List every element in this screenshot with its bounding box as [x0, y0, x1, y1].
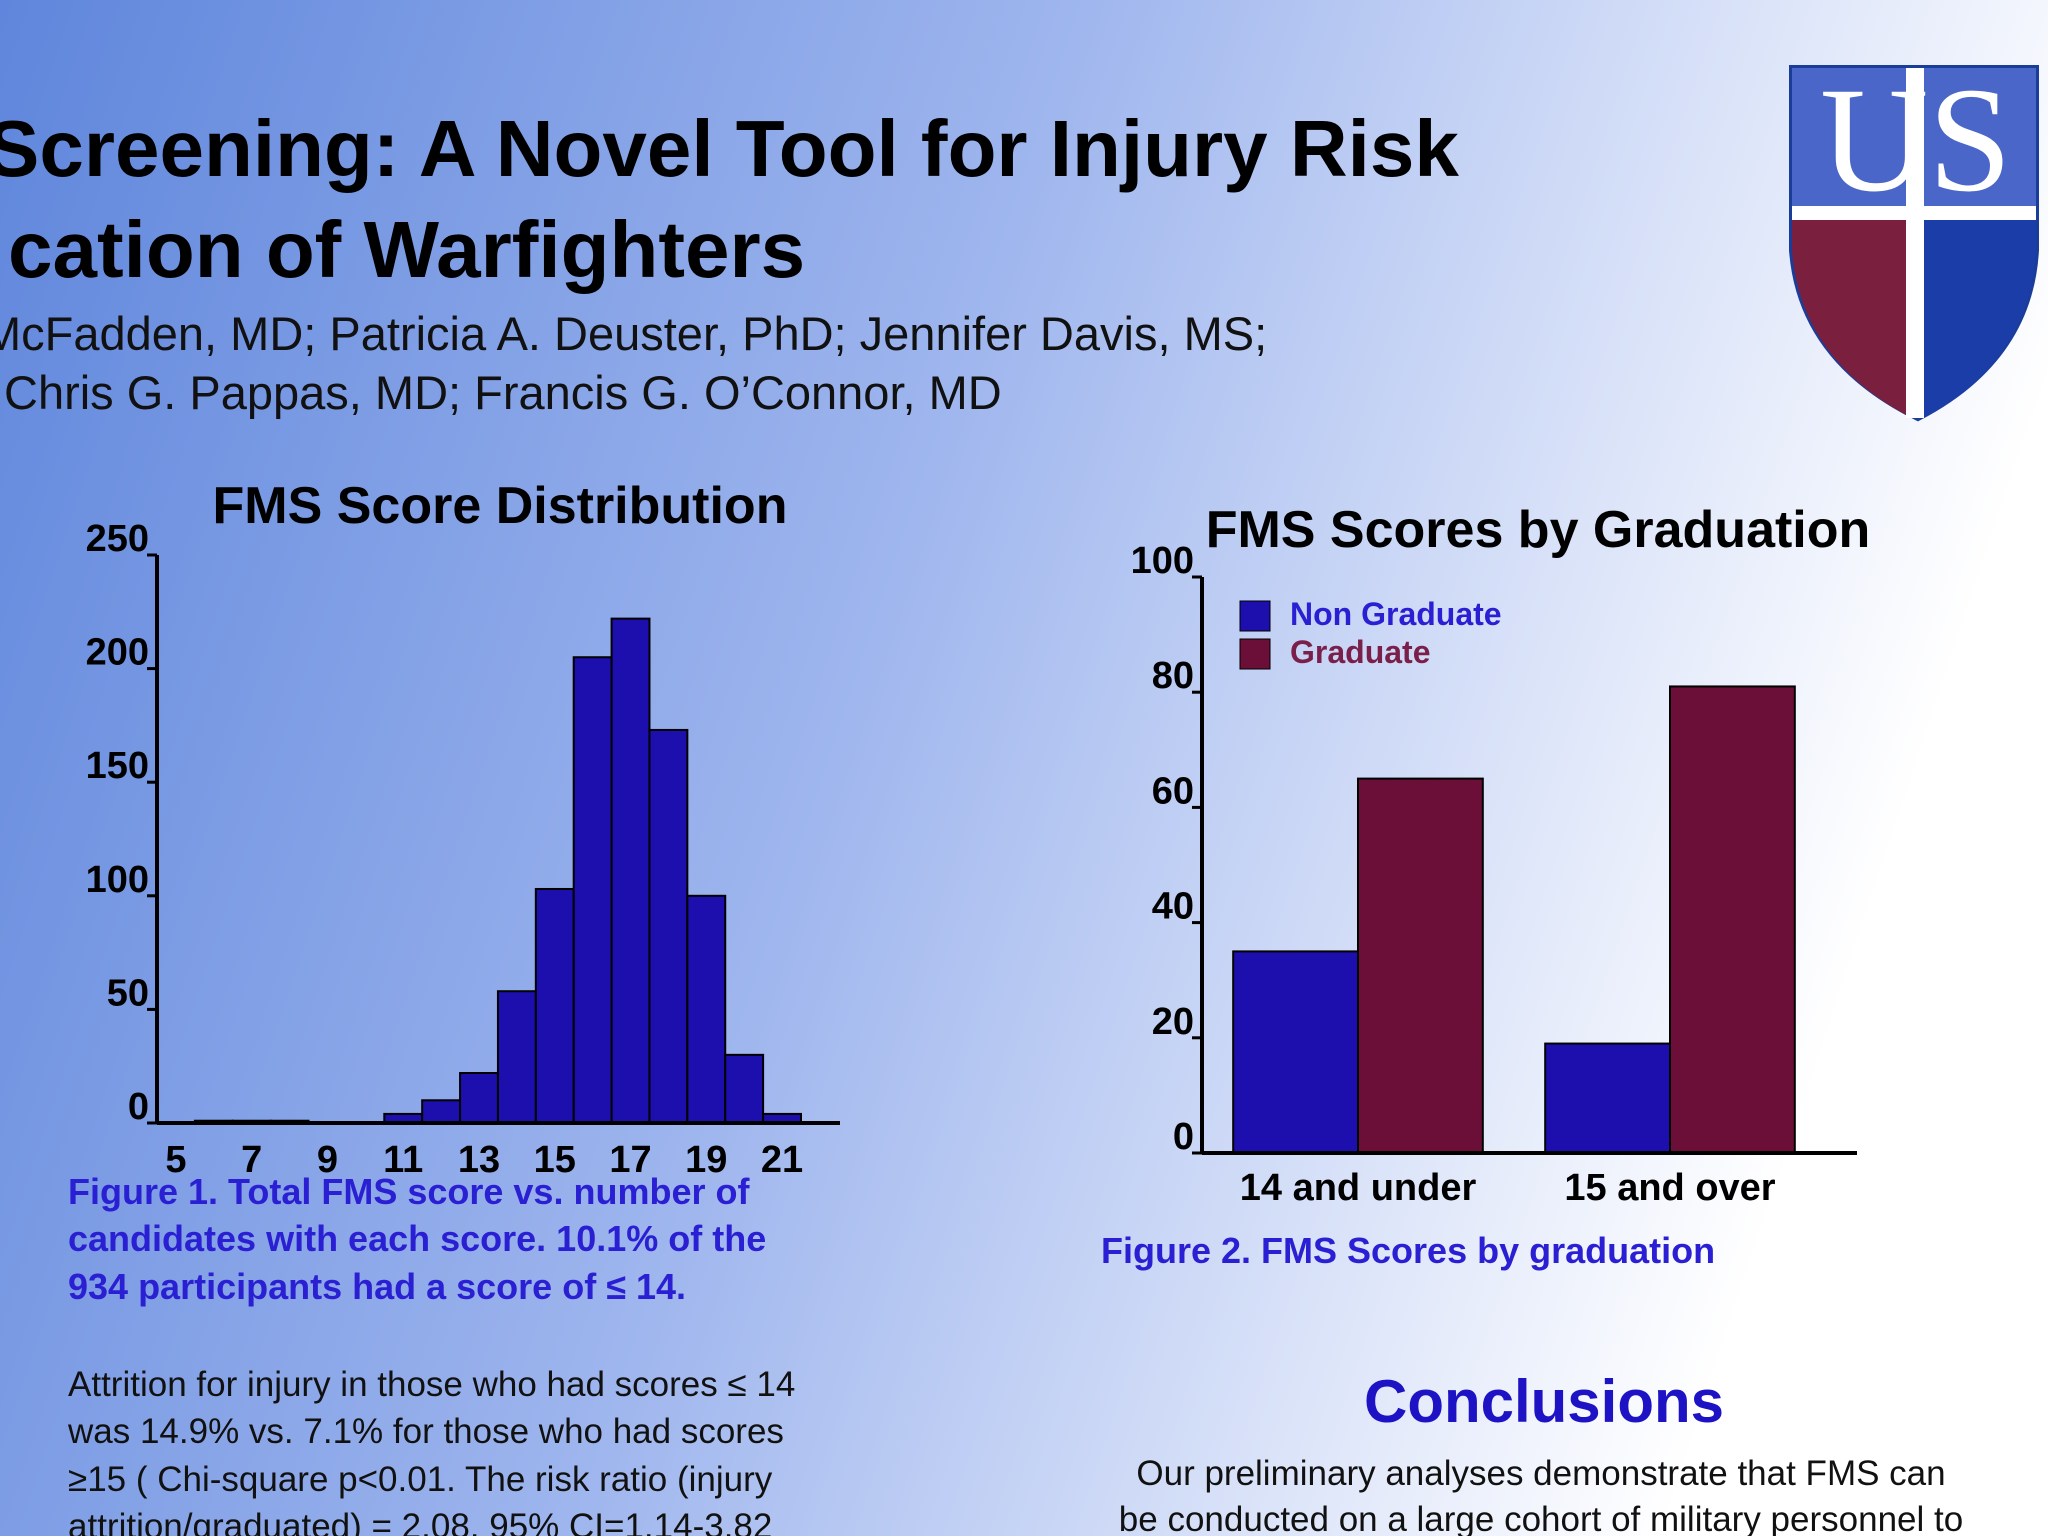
bar [496, 990, 537, 1124]
bar [1232, 950, 1359, 1155]
y-tick-label: 100 [1131, 540, 1194, 582]
x-tick-label: 11 [383, 1139, 423, 1181]
svg-text:US: US [1820, 57, 2012, 223]
chart-title: FMS Scores by Graduation [1206, 501, 1871, 559]
conclusions-text: Our preliminary analyses demonstrate tha… [1136, 1454, 1945, 1493]
legend-swatch [1239, 638, 1271, 670]
y-tick-label: 40 [1152, 886, 1194, 928]
x-tick-label: 17 [609, 1139, 651, 1181]
authors: Chris G. Pappas, MD; Francis G. O’Connor… [4, 366, 1002, 419]
y-tick-label: 20 [1152, 1001, 1194, 1043]
bar [421, 1099, 462, 1125]
legend-swatch [1239, 600, 1271, 632]
y-tick-label: 0 [1173, 1116, 1194, 1158]
x-tick-label: 15 and over [1564, 1167, 1775, 1209]
x-tick-label: 14 and under [1240, 1167, 1477, 1209]
logo: US [1789, 57, 2039, 422]
results-text: Attrition for injury in those who had sc… [68, 1365, 795, 1404]
caption: Figure 1. Total FMS score vs. number of [68, 1171, 750, 1212]
bar [648, 728, 689, 1124]
y-tick-label: 200 [86, 632, 149, 674]
bar [459, 1072, 499, 1124]
y-tick-label: 100 [86, 859, 149, 901]
caption: 934 participants had a score of ≤ 14. [68, 1266, 686, 1307]
y-tick-label: 60 [1152, 770, 1194, 812]
bar [610, 617, 651, 1125]
conclusions-text: be conducted on a large cohort of milita… [1119, 1500, 1963, 1536]
authors: McFadden, MD; Patricia A. Deuster, PhD; … [0, 307, 1267, 360]
x-tick-label: 19 [685, 1139, 727, 1181]
y-tick-label: 150 [86, 745, 149, 787]
x-tick-label: 13 [458, 1139, 500, 1181]
title: cation of Warfighters [8, 205, 805, 294]
y-tick-label: 250 [86, 518, 149, 560]
caption: Figure 2. FMS Scores by graduation [1101, 1230, 1715, 1271]
bar [572, 656, 613, 1124]
legend-label: Graduate [1290, 634, 1430, 670]
y-tick-label: 0 [128, 1086, 149, 1128]
section-heading: Conclusions [1364, 1368, 1724, 1435]
bar [534, 887, 575, 1125]
x-tick-label: 7 [241, 1139, 262, 1181]
results-text: attrition/graduated) = 2.08, 95% CI=1.14… [68, 1507, 772, 1536]
chart-title: FMS Score Distribution [213, 477, 788, 535]
y-tick-label: 50 [107, 972, 149, 1014]
bar [1357, 777, 1484, 1154]
caption: candidates with each score. 10.1% of the [68, 1218, 766, 1259]
y-tick-label: 80 [1152, 655, 1194, 697]
legend-label: Non Graduate [1290, 596, 1502, 632]
x-tick-label: 9 [317, 1139, 338, 1181]
x-tick-label: 5 [165, 1139, 186, 1181]
bar [686, 894, 727, 1124]
bar [1669, 685, 1796, 1154]
results-text: was 14.9% vs. 7.1% for those who had sco… [67, 1412, 784, 1451]
bar [1544, 1042, 1671, 1155]
title: Screening: A Novel Tool for Injury Risk [0, 104, 1459, 193]
bar [724, 1053, 765, 1124]
x-tick-label: 21 [761, 1139, 803, 1181]
results-text: ≥15 ( Chi-square p<0.01. The risk ratio … [68, 1460, 773, 1499]
x-tick-label: 15 [534, 1139, 576, 1181]
